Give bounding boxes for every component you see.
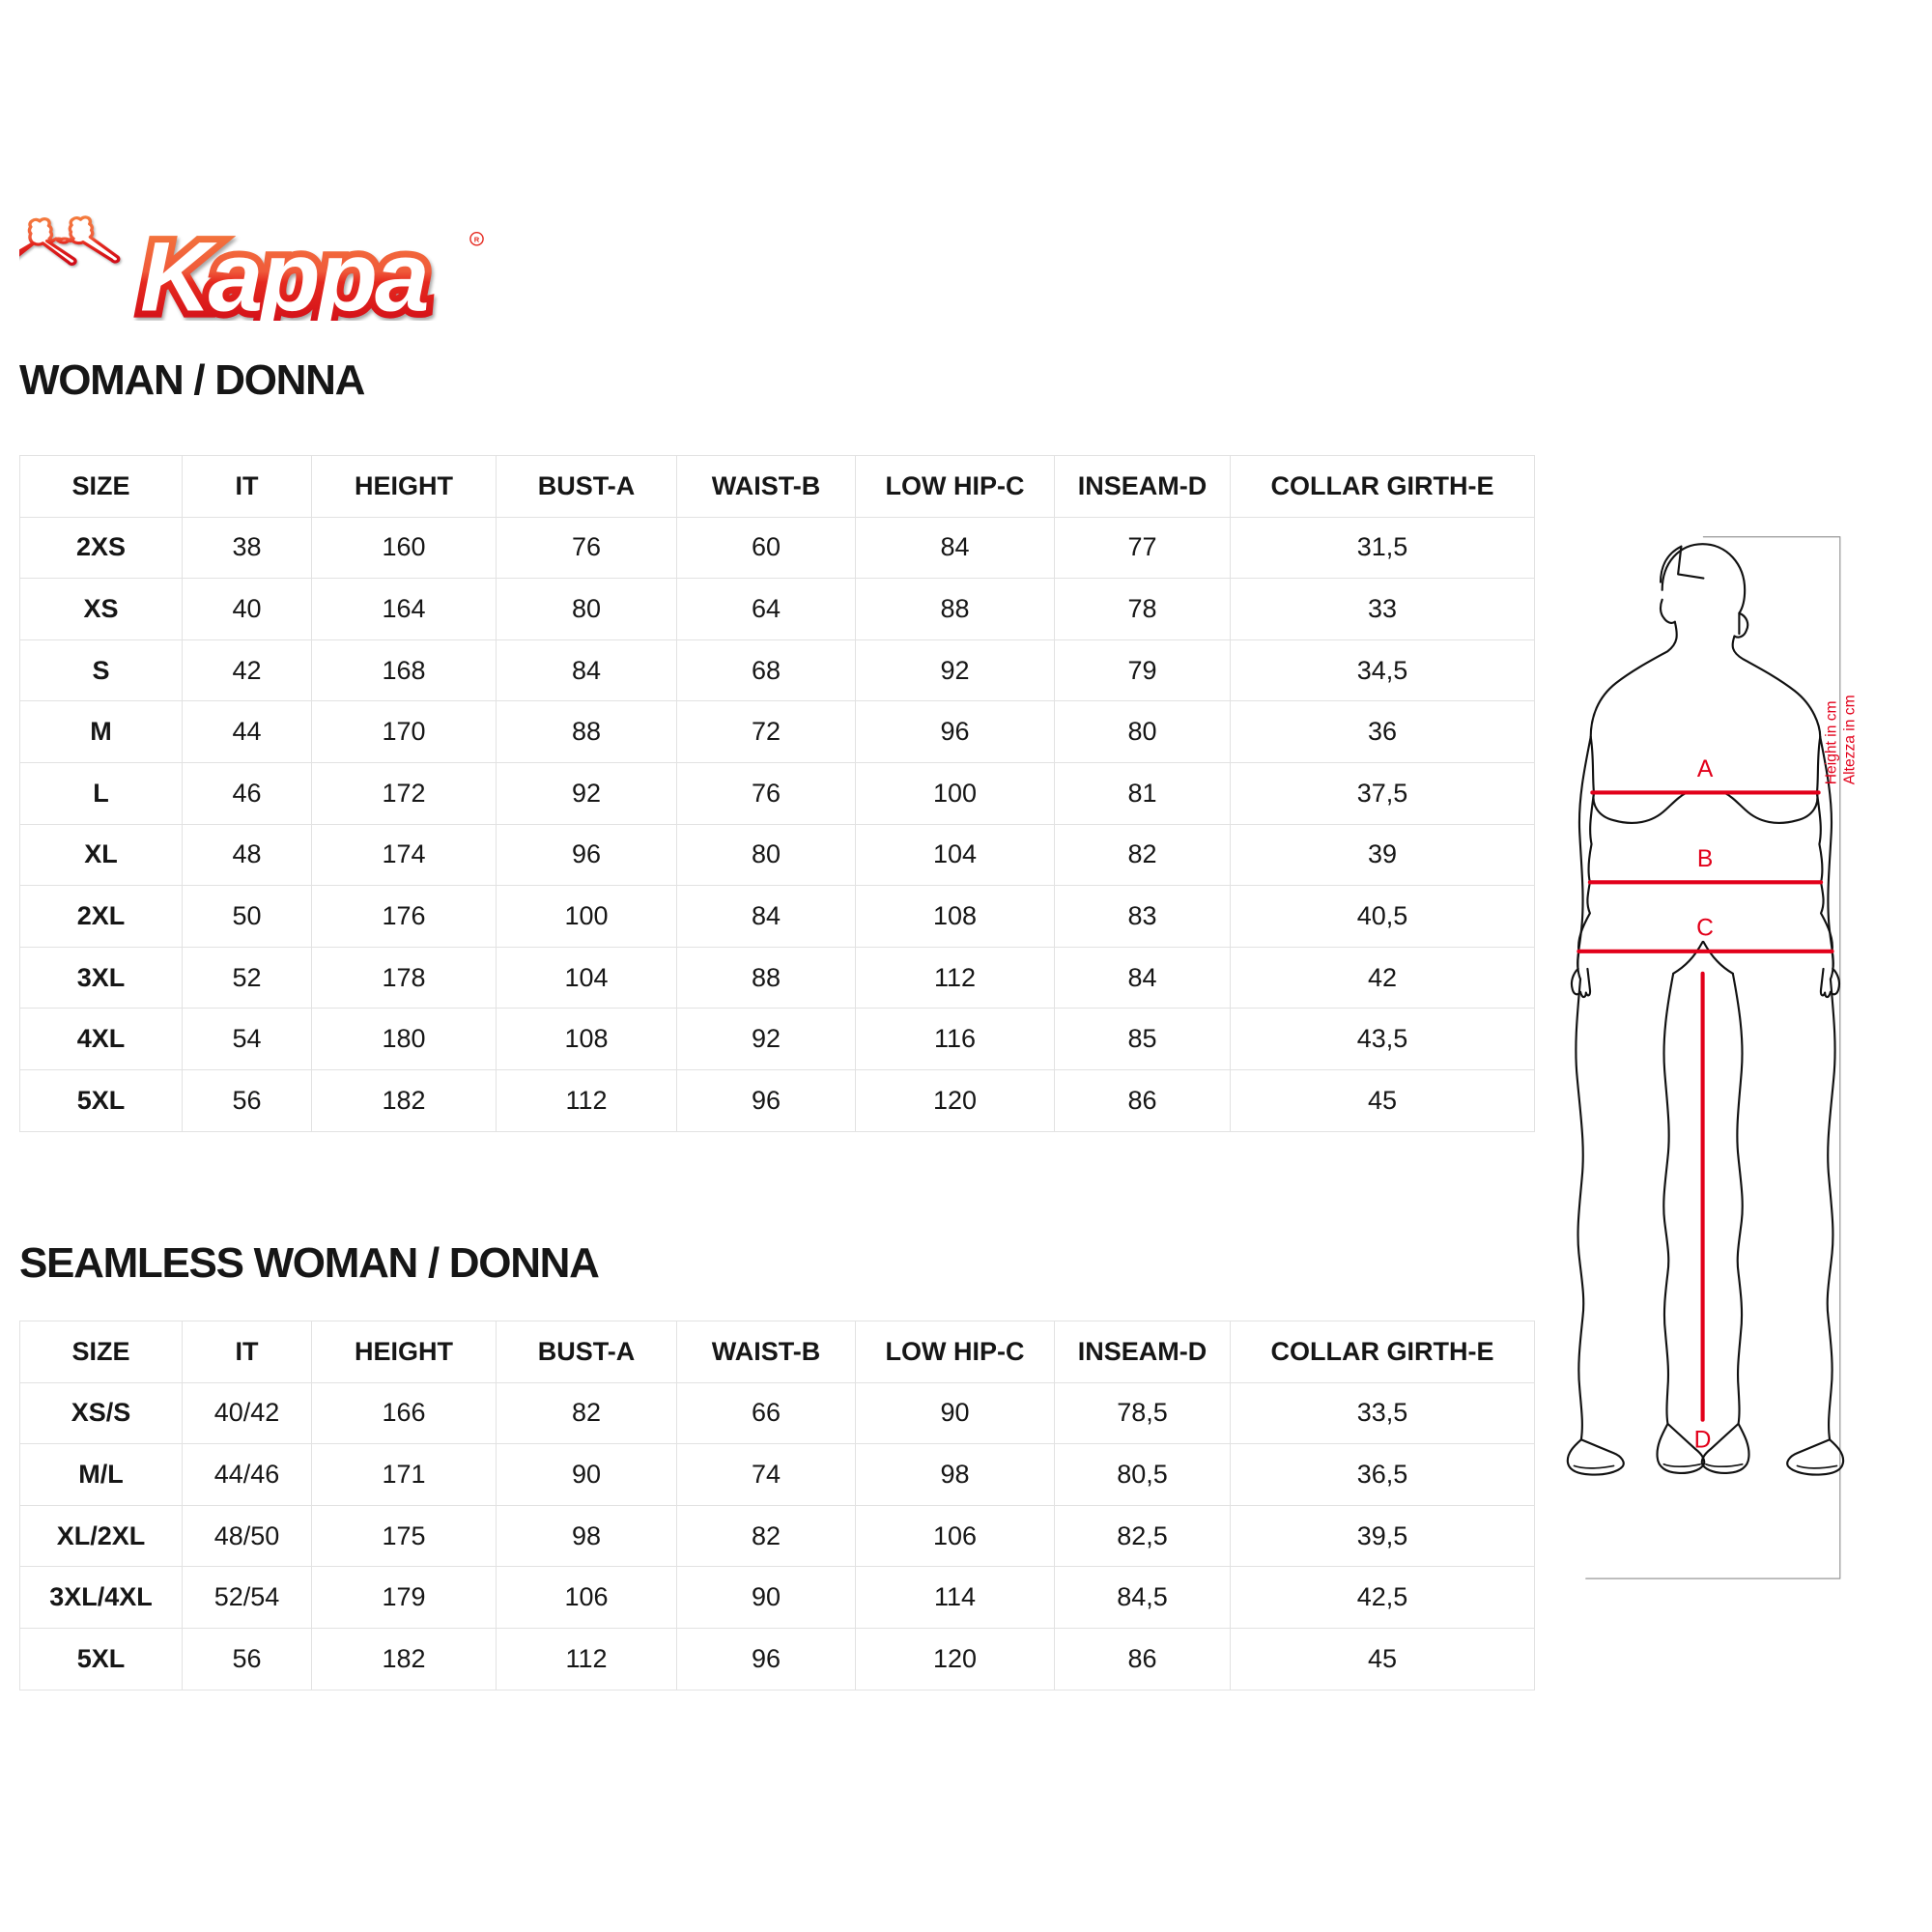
svg-text:Height in cm: Height in cm <box>1824 700 1840 784</box>
svg-text:R: R <box>474 236 480 244</box>
svg-text:D: D <box>1694 1428 1712 1454</box>
svg-text:C: C <box>1696 915 1714 941</box>
svg-text:Altezza in cm: Altezza in cm <box>1842 695 1859 784</box>
svg-text:B: B <box>1697 846 1713 872</box>
svg-text:Kappa: Kappa <box>140 222 427 321</box>
svg-text:A: A <box>1697 756 1714 782</box>
